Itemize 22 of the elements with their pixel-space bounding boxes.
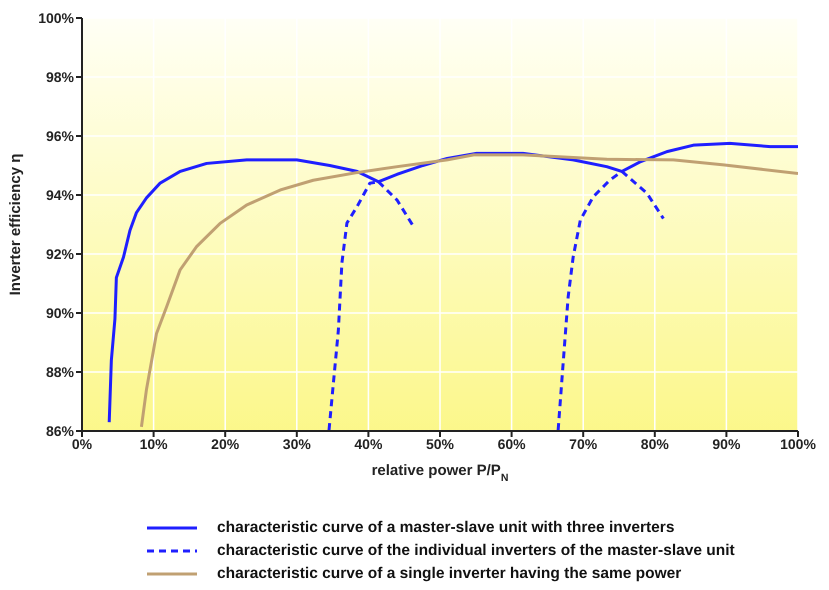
x-tick-label: 90% bbox=[712, 436, 741, 452]
x-tick-label: 30% bbox=[282, 436, 312, 452]
y-tick-label: 92% bbox=[46, 246, 75, 262]
y-axis-title: Inverter efficiency η bbox=[7, 154, 24, 296]
x-tick-label: 100% bbox=[780, 436, 816, 452]
x-axis-title: relative power P/P$_{N}$ bbox=[372, 462, 508, 484]
y-tick-label: 100% bbox=[38, 10, 75, 26]
legend-label: characteristic curve of a master-slave unit with three inverters bbox=[217, 519, 674, 537]
legend-label: characteristic curve of a single inverter having the same power bbox=[217, 565, 682, 583]
y-tick-label: 96% bbox=[46, 128, 75, 144]
x-tick-label: 10% bbox=[140, 436, 168, 452]
y-tick-label: 98% bbox=[46, 68, 75, 85]
x-tick-label: 70% bbox=[569, 436, 598, 452]
y-tick-label: 88% bbox=[46, 364, 75, 380]
y-tick-label: 90% bbox=[46, 304, 75, 321]
x-tick-label: 60% bbox=[498, 436, 526, 452]
y-tick-label: 94% bbox=[46, 186, 75, 203]
x-tick-label: 40% bbox=[354, 436, 383, 452]
x-tick-label: 20% bbox=[211, 436, 240, 452]
legend-label: characteristic curve of the individual inverters of the master-slave unit bbox=[217, 542, 735, 560]
x-tick-label: 50% bbox=[426, 436, 455, 452]
x-tick-label: 80% bbox=[640, 436, 670, 452]
